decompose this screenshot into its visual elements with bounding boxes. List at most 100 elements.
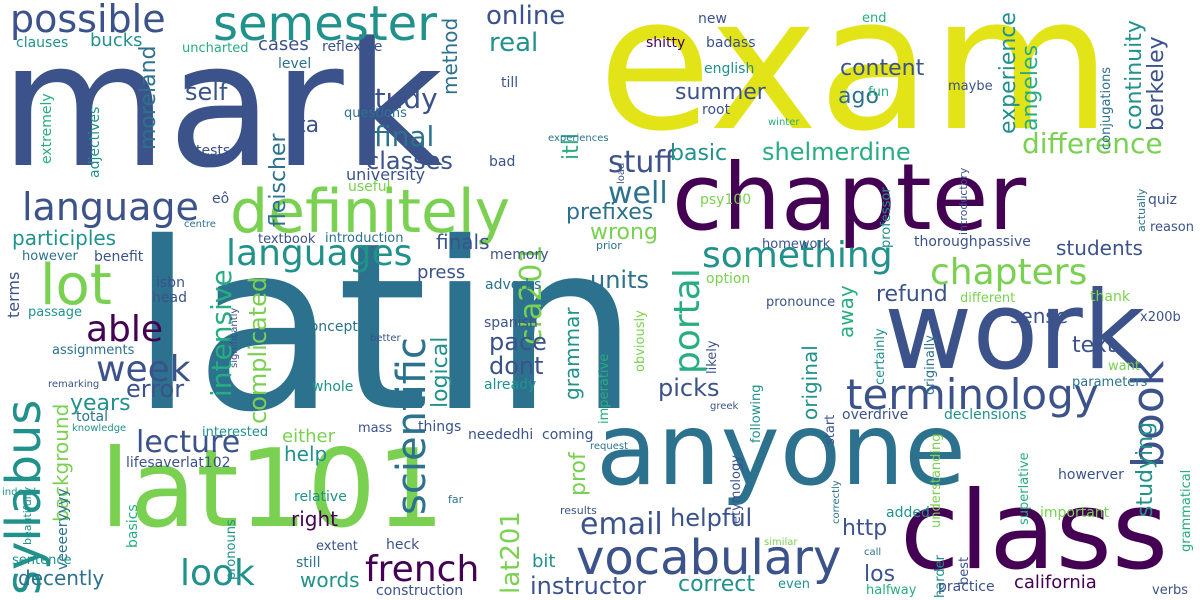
word-french: french bbox=[365, 549, 480, 590]
word-obviously: obviously bbox=[633, 310, 648, 372]
word-continuity: continuity bbox=[1122, 20, 1147, 130]
word-portal: portal bbox=[667, 268, 708, 374]
word-winter: winter bbox=[768, 117, 800, 128]
word-head: head bbox=[152, 290, 187, 306]
word-vocabulary: vocabulary bbox=[576, 530, 842, 586]
word-understanding: understanding bbox=[929, 433, 944, 528]
word-similar: similar bbox=[764, 537, 798, 548]
word-summer: summer bbox=[675, 80, 766, 105]
word-semester: semester bbox=[213, 0, 437, 52]
word-shelmerdine: shelmerdine bbox=[762, 138, 911, 166]
word-interested: interested bbox=[202, 425, 269, 440]
word-chapters: chapters bbox=[930, 252, 1088, 293]
word-already: already bbox=[484, 377, 537, 393]
word-california: california bbox=[1014, 572, 1097, 593]
word-reflexive: reflexive bbox=[322, 39, 383, 55]
word-instructor: instructor bbox=[530, 572, 647, 600]
word-away: away bbox=[834, 285, 858, 338]
word-university: university bbox=[346, 165, 426, 184]
word-definitely: definitely bbox=[230, 177, 511, 247]
word-possible: possible bbox=[10, 0, 166, 41]
word-lot: lot bbox=[40, 253, 112, 318]
word-start: start bbox=[823, 414, 838, 445]
word-things: things bbox=[418, 419, 462, 435]
word-prior: prior bbox=[596, 239, 622, 252]
word-certainly: certainly bbox=[873, 328, 888, 385]
word-neededhi: neededhi bbox=[468, 427, 534, 443]
word-better: better bbox=[370, 333, 401, 344]
word-verbs: verbs bbox=[1152, 583, 1189, 598]
word-able: able bbox=[86, 309, 164, 350]
word-self: self bbox=[185, 78, 228, 106]
word-professor: professor bbox=[879, 187, 894, 248]
word-whole: whole bbox=[312, 379, 354, 395]
word-significantly: significantly bbox=[229, 307, 240, 368]
word-terminology: terminology bbox=[846, 370, 1099, 419]
word-method: method bbox=[438, 17, 462, 95]
word-well: well bbox=[608, 176, 668, 211]
word-original: original bbox=[798, 345, 822, 420]
word-originally: originally bbox=[923, 335, 938, 395]
word-root: root bbox=[702, 102, 731, 118]
word-maybe: maybe bbox=[948, 79, 993, 94]
word-anyone: anyone bbox=[596, 391, 966, 508]
word-different: different bbox=[960, 291, 1016, 306]
word-sense: sense bbox=[1010, 304, 1069, 328]
word-decently: decently bbox=[18, 566, 105, 590]
word-declensions: declensions bbox=[944, 407, 1027, 423]
word-units: units bbox=[590, 266, 650, 294]
word-latin: latin bbox=[130, 193, 640, 463]
word-extent: extent bbox=[316, 539, 358, 554]
word-bit: bit bbox=[532, 551, 556, 572]
word-etymology: etymology bbox=[729, 455, 744, 524]
word-option: option bbox=[706, 271, 751, 287]
word-questions: questions bbox=[344, 106, 407, 121]
word-fun: fun bbox=[868, 85, 890, 100]
word-words: words bbox=[300, 568, 360, 592]
word-lat201: lat201 bbox=[496, 511, 526, 594]
word-bucks: bucks bbox=[90, 30, 143, 51]
word-stuff: stuff bbox=[608, 145, 676, 180]
word-isbn: isbn bbox=[156, 275, 185, 291]
word-overdrive: overdrive bbox=[842, 407, 909, 423]
word-request: request bbox=[590, 441, 629, 452]
word-week: week bbox=[96, 349, 191, 390]
word-however: however bbox=[22, 249, 78, 264]
word-online: online bbox=[486, 1, 566, 31]
word-uncharted: uncharted bbox=[182, 41, 249, 56]
word-real: real bbox=[489, 28, 539, 58]
word-terms: terms bbox=[4, 271, 23, 318]
word-email: email bbox=[580, 507, 663, 542]
word-correct: correct bbox=[678, 572, 756, 597]
word-final: final bbox=[374, 120, 435, 153]
word-till: till bbox=[501, 75, 519, 91]
word-assignments: assignments bbox=[52, 343, 135, 358]
word-far: far bbox=[448, 493, 464, 506]
word-end: end bbox=[862, 11, 887, 26]
word-languages: languages bbox=[226, 233, 413, 274]
word-practice: practice bbox=[938, 579, 995, 595]
word-refund: refund bbox=[876, 282, 948, 307]
word-content: content bbox=[840, 56, 925, 81]
word-spanish: spanish bbox=[484, 315, 538, 331]
word-thorough: thorough bbox=[914, 234, 978, 250]
word-difference: difference bbox=[1022, 127, 1163, 160]
word-heck: heck bbox=[386, 537, 420, 553]
word-classes: classes bbox=[366, 147, 453, 175]
word-finals: finals bbox=[436, 230, 490, 254]
word-remarking: remarking bbox=[48, 379, 100, 390]
word-pronouns: pronouns bbox=[224, 519, 239, 580]
word-imperative: imperative bbox=[597, 353, 612, 424]
word-x200b: x200b bbox=[1140, 310, 1181, 325]
word-parameters: parameters bbox=[1072, 375, 1148, 390]
word-something: something bbox=[702, 235, 893, 276]
word-years: years bbox=[70, 391, 131, 416]
word-quiz: quiz bbox=[1148, 192, 1177, 208]
word-studying: studying bbox=[1133, 421, 1158, 517]
word-press: press bbox=[417, 262, 466, 283]
word-logical: logical bbox=[428, 336, 453, 408]
word-correctly: correctly bbox=[831, 480, 842, 524]
word-new: new bbox=[698, 11, 727, 27]
word-extremely: extremely bbox=[39, 93, 55, 164]
